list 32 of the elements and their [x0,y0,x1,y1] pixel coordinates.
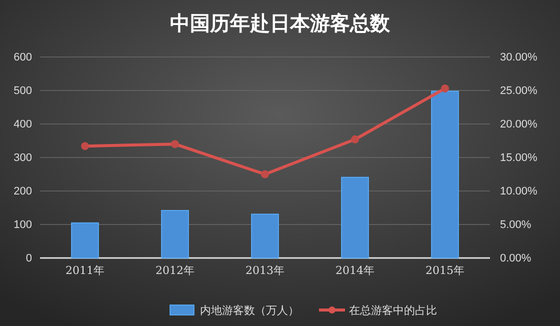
y2-tick-label: 20.00% [500,118,538,131]
y2-tick-label: 15.00% [500,152,538,164]
legend-label: 内地游客数（万人） [200,304,299,317]
y-tick-label: 500 [14,85,32,98]
y-tick-label: 300 [14,152,32,164]
bar [71,222,99,258]
chart-title: 中国历年赴日本游客总数 [170,11,391,35]
legend-label: 在总游客中的占比 [349,304,437,317]
x-tick-label: 2011年 [66,264,104,277]
bar [251,214,279,258]
y-tick-label: 100 [14,219,32,232]
y2-tick-label: 5.00% [500,219,532,232]
point [171,140,179,148]
y2-tick-label: 10.00% [500,186,538,198]
point [261,170,269,178]
bar [341,176,369,258]
y-tick-label: 0 [26,252,32,265]
y-tick-label: 200 [14,186,32,198]
y2-tick-label: 30.00% [500,52,538,64]
point [441,84,449,92]
x-tick-label: 2014年 [336,264,374,277]
y2-tick-label: 0.00% [500,252,532,265]
x-tick-label: 2012年 [156,264,194,277]
point [81,142,89,150]
y-tick-label: 600 [14,52,32,64]
x-tick-label: 2013年 [246,264,284,277]
bar [431,90,459,258]
y2-tick-label: 25.00% [500,85,538,98]
bar [161,210,189,258]
y-tick-label: 400 [14,118,32,131]
x-tick-label: 2015年 [426,264,464,277]
point [351,135,359,144]
